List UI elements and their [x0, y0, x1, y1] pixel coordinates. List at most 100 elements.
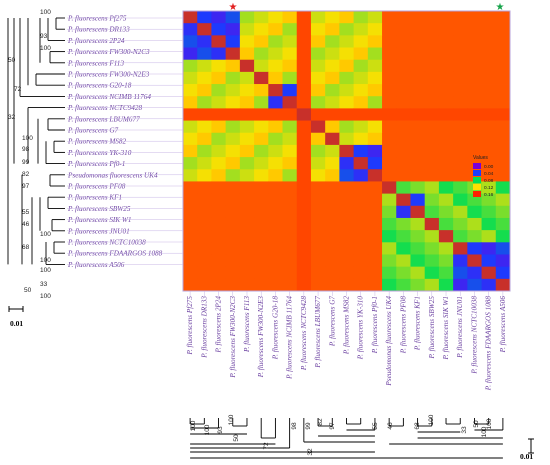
heatmap-cell — [282, 71, 298, 85]
heatmap-cell — [225, 47, 241, 61]
heatmap-cell — [396, 205, 411, 219]
heatmap-cell — [296, 254, 312, 268]
heatmap-cell — [453, 132, 468, 146]
heatmap-cell — [254, 217, 269, 231]
heatmap-cell — [438, 181, 454, 194]
heatmap-cell — [396, 108, 411, 121]
heatmap-cell — [495, 71, 511, 85]
heatmap-cell — [310, 242, 326, 255]
heatmap-cell — [325, 205, 340, 219]
heatmap-cell — [410, 120, 426, 134]
heatmap-cell — [382, 242, 397, 255]
heatmap-cell — [325, 108, 340, 121]
heatmap-cell — [310, 266, 326, 280]
heatmap-cell — [282, 35, 298, 48]
heatmap-cell — [211, 59, 227, 73]
heatmap-cell — [211, 266, 227, 280]
heatmap-cell — [239, 230, 255, 243]
heatmap-cell — [282, 157, 298, 170]
heatmap-cell — [424, 278, 440, 292]
heatmap-cell — [325, 23, 340, 36]
heatmap-cell — [367, 35, 383, 48]
heatmap-cell — [481, 120, 497, 134]
bootstrap-value: 82 — [317, 418, 324, 426]
heatmap-cell — [197, 254, 212, 268]
heatmap-cell — [310, 254, 326, 268]
heatmap-cell — [282, 242, 298, 255]
heatmap-cell — [310, 11, 326, 24]
heatmap-cell — [467, 266, 482, 280]
heatmap-cell — [438, 96, 454, 109]
bootstrap-value: 32 — [307, 448, 314, 456]
heatmap-cell — [254, 35, 269, 48]
bootstrap-value: 68 — [22, 244, 30, 251]
bottom-strain-label: P. fluorescens SBW25 — [428, 296, 436, 360]
heatmap-cell — [183, 35, 198, 48]
heatmap-cell — [339, 217, 355, 231]
heatmap-cell — [325, 11, 340, 24]
heatmap-cell — [367, 120, 383, 134]
heatmap-cell — [481, 59, 497, 73]
heatmap-cell — [481, 230, 497, 243]
heatmap-cell — [424, 71, 440, 85]
heatmap-cell — [282, 23, 298, 36]
heatmap-cell — [495, 205, 511, 219]
heatmap-cell — [353, 278, 369, 292]
heatmap-cell — [481, 71, 497, 85]
heatmap-cell — [282, 59, 298, 73]
legend-swatch — [473, 177, 481, 183]
heatmap-cell — [296, 217, 312, 231]
heatmap-cell — [396, 96, 411, 109]
heatmap-cell — [197, 84, 212, 97]
heatmap-cell — [410, 59, 426, 73]
heatmap-cell — [254, 23, 269, 36]
heatmap-cell — [438, 157, 454, 170]
heatmap-cell — [310, 278, 326, 292]
heatmap-cell — [225, 181, 241, 194]
heatmap-cell — [396, 230, 411, 243]
heatmap-cell — [424, 205, 440, 219]
heatmap-cell — [438, 71, 454, 85]
heatmap-cell — [296, 278, 312, 292]
heatmap-cell — [183, 108, 198, 121]
heatmap-cell — [382, 169, 397, 182]
left-strain-label: P. fluorescens Pf0-1 — [67, 160, 125, 168]
heatmap-cell — [310, 217, 326, 231]
heatmap-cell — [396, 84, 411, 97]
bootstrap-value: 100 — [40, 45, 51, 52]
bootstrap-value: 100 — [40, 231, 51, 238]
heatmap-cell — [254, 205, 269, 219]
heatmap-cell — [467, 84, 482, 97]
heatmap-cell — [225, 193, 241, 207]
heatmap-cell — [239, 23, 255, 36]
heatmap-cell — [382, 230, 397, 243]
bootstrap-value: 100 — [40, 257, 51, 264]
heatmap-cell — [268, 157, 283, 170]
heatmap-cell — [467, 96, 482, 109]
left-phylogenetic-tree — [7, 17, 65, 265]
bottom-strain-label: P. fluorescens LBUM677 — [314, 296, 322, 369]
heatmap-cell — [197, 120, 212, 134]
heatmap-cell — [396, 278, 411, 292]
heatmap-cell — [353, 230, 369, 243]
heatmap-cell — [424, 120, 440, 134]
heatmap-cell — [410, 278, 426, 292]
heatmap-cell — [453, 144, 468, 158]
heatmap-cell — [453, 11, 468, 24]
bootstrap-value: 98 — [291, 422, 298, 430]
heatmap-cell — [339, 144, 355, 158]
heatmap-cell — [424, 23, 440, 36]
heatmap-cell — [481, 254, 497, 268]
heatmap-cell — [183, 120, 198, 134]
bootstrap-value: 46 — [387, 422, 394, 430]
heatmap-cell — [339, 59, 355, 73]
heatmap-cell — [268, 217, 283, 231]
heatmap-cell — [211, 205, 227, 219]
heatmap-cell — [424, 108, 440, 121]
heatmap-cell — [268, 23, 283, 36]
heatmap-cell — [396, 193, 411, 207]
heatmap-cell — [282, 205, 298, 219]
red-star-icon: ★ — [229, 2, 238, 13]
heatmap-cell — [495, 278, 511, 292]
heatmap-cell — [353, 47, 369, 61]
